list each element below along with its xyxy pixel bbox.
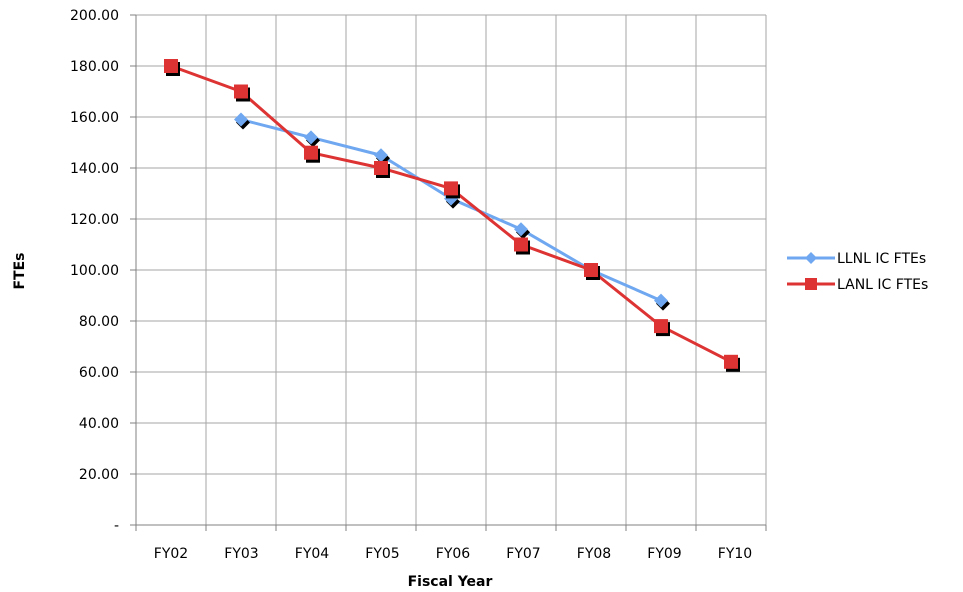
data-point-marker (584, 263, 598, 277)
y-axis-title: FTEs (12, 252, 28, 289)
x-tick-label: FY05 (365, 546, 399, 562)
y-tick-label: 100.00 (70, 263, 119, 279)
y-tick-label: 180.00 (70, 59, 119, 75)
legend-entry-lanl: LANL IC FTEs (787, 277, 928, 293)
data-point-marker (654, 293, 668, 308)
x-tick-label: FY10 (718, 546, 752, 562)
x-tick-label: FY07 (506, 546, 540, 562)
x-tick-label: FY08 (577, 546, 611, 562)
y-tick-label: 140.00 (70, 161, 119, 177)
y-tick-label: 200.00 (70, 8, 119, 24)
data-point-marker (374, 161, 388, 175)
x-tick-label: FY02 (154, 546, 188, 562)
data-point-marker (514, 222, 528, 237)
data-point-marker (724, 354, 738, 369)
data-point-marker (304, 130, 318, 145)
legend: LLNL IC FTEs LANL IC FTEs (787, 251, 928, 293)
x-tick-label: FY04 (295, 546, 330, 562)
series-lanl (164, 59, 740, 372)
data-point-marker (444, 181, 458, 196)
grid-lines (136, 14, 767, 525)
x-tick-label: FY09 (647, 546, 681, 562)
x-tick-label: FY03 (224, 546, 258, 562)
series-line (170, 64, 732, 364)
y-tick-label: - (114, 518, 119, 534)
x-tick-labels: FY02 FY03 FY04 FY05 FY06 FY07 FY08 FY09 FY10 (154, 546, 752, 562)
y-tick-label: 80.00 (79, 314, 119, 330)
data-point-marker (304, 145, 318, 160)
data-point-marker (164, 59, 178, 73)
data-point-marker (374, 148, 388, 163)
y-tick-label: 120.00 (70, 212, 119, 228)
legend-marker-llnl (805, 252, 817, 264)
y-tick-label: 60.00 (79, 365, 119, 381)
y-tick-label: 160.00 (70, 110, 119, 126)
data-point-marker (234, 84, 248, 99)
axes (130, 14, 767, 531)
legend-label-lanl: LANL IC FTEs (837, 277, 928, 293)
x-axis-title: Fiscal Year (408, 574, 493, 590)
data-point-marker (514, 237, 528, 252)
x-tick-label: FY06 (436, 546, 471, 562)
y-tick-label: 20.00 (79, 467, 119, 483)
legend-marker-lanl (805, 278, 817, 290)
series-layer (164, 59, 740, 372)
y-tick-labels: - 20.00 40.00 60.00 80.00 100.00 120.00 140.00 1… (70, 8, 119, 534)
data-point-marker (234, 112, 248, 127)
data-point-marker (654, 319, 668, 334)
legend-entry-llnl: LLNL IC FTEs (787, 251, 926, 267)
legend-label-llnl: LLNL IC FTEs (837, 251, 926, 267)
y-tick-label: 40.00 (79, 416, 119, 432)
